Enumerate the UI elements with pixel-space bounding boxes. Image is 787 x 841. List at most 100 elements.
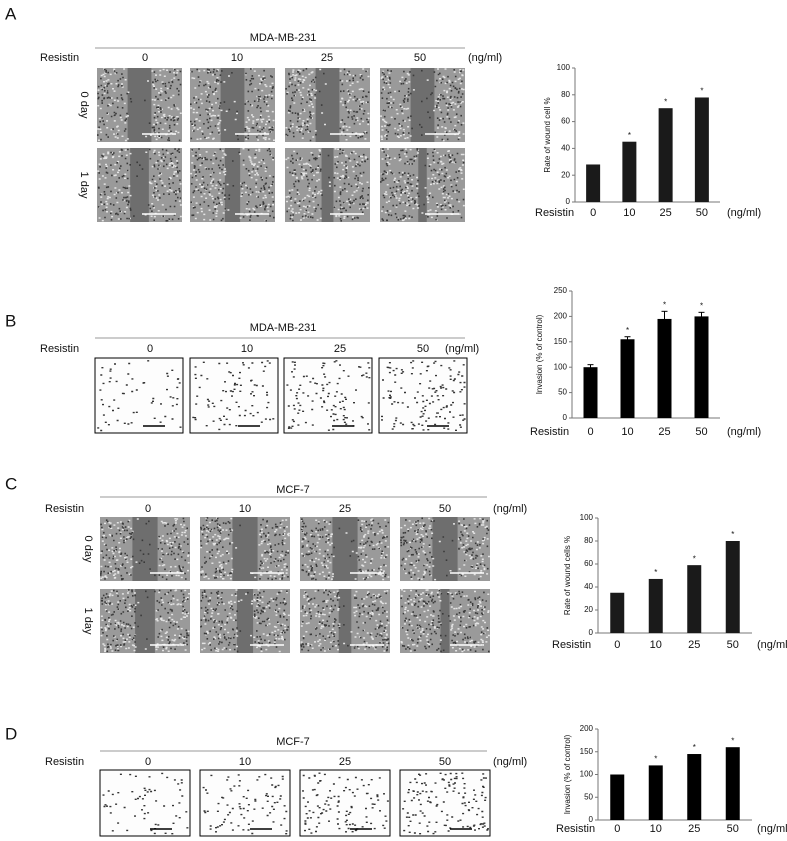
micrograph <box>189 357 279 434</box>
treatment-label: Resistin <box>40 343 79 355</box>
cell-texture <box>400 589 490 653</box>
y-tick-label: 50 <box>558 388 567 397</box>
bar <box>648 765 663 820</box>
dose-label: 10 <box>239 503 251 515</box>
y-axis-label: Rate of wound cell % <box>543 97 552 172</box>
dose-label: 10 <box>239 756 251 768</box>
y-tick-label: 0 <box>563 413 568 422</box>
x-axis-unit: (ng/ml) <box>757 639 787 651</box>
cells <box>302 772 389 834</box>
bar <box>610 774 625 820</box>
row-label: 1 day <box>82 608 94 635</box>
cell-texture <box>190 68 275 141</box>
significance: * <box>731 530 734 539</box>
bar <box>583 367 598 418</box>
cell-texture <box>285 68 370 141</box>
y-tick-label: 200 <box>554 312 568 321</box>
y-tick-label: 80 <box>584 536 593 545</box>
dose-label: 25 <box>339 756 351 768</box>
bar <box>586 164 601 202</box>
y-axis-label: Rate of wound cells % <box>563 536 572 615</box>
wound-gap <box>338 589 352 653</box>
panel-letter: B <box>5 311 16 330</box>
wound-gap <box>135 589 155 653</box>
significance: * <box>700 301 703 310</box>
row-label: 1 day <box>78 172 90 199</box>
x-tick-label: 0 <box>587 426 593 438</box>
wound-gap <box>440 589 450 653</box>
cell-texture <box>285 148 369 221</box>
x-axis-label: Resistin <box>535 207 574 219</box>
cell-texture <box>200 517 289 581</box>
x-tick-label: 50 <box>727 823 739 835</box>
y-tick-label: 100 <box>554 362 568 371</box>
y-tick-label: 150 <box>554 337 568 346</box>
y-tick-label: 80 <box>561 90 570 99</box>
micrograph <box>299 769 391 837</box>
treatment-label: Resistin <box>45 503 84 515</box>
wound-gap <box>130 148 149 222</box>
y-tick-label: 150 <box>580 747 594 756</box>
row-label: 0 day <box>82 536 94 563</box>
cell-texture <box>380 68 465 142</box>
dose-label: 50 <box>439 756 451 768</box>
cell-texture <box>300 518 390 581</box>
cell-texture <box>190 148 275 222</box>
x-tick-label: 25 <box>688 823 700 835</box>
y-tick-label: 60 <box>561 117 570 126</box>
cell-texture <box>97 149 182 222</box>
unit-label: (ng/ml) <box>445 343 479 355</box>
cell-texture <box>190 68 274 141</box>
treatment-label: Resistin <box>45 756 84 768</box>
cell-line: MCF-7 <box>276 484 310 496</box>
dose-label: 0 <box>142 52 148 64</box>
x-tick-label: 50 <box>727 639 739 651</box>
dose-label: 10 <box>231 52 243 64</box>
bar <box>694 316 709 418</box>
wound-gap <box>132 517 158 581</box>
significance: * <box>731 736 734 745</box>
cell-texture <box>400 517 490 581</box>
dose-label: 50 <box>414 52 426 64</box>
x-tick-label: 10 <box>621 426 633 438</box>
wound-gap <box>220 68 245 142</box>
y-tick-label: 50 <box>584 792 593 801</box>
treatment-label: Resistin <box>40 52 79 64</box>
significance: * <box>700 87 703 96</box>
panel-letter: A <box>5 4 17 23</box>
x-tick-label: 50 <box>695 426 707 438</box>
significance: * <box>664 97 667 106</box>
cell-texture <box>100 589 190 653</box>
significance: * <box>693 554 696 563</box>
dose-label: 10 <box>241 343 253 355</box>
significance: * <box>693 743 696 752</box>
x-tick-label: 25 <box>658 426 670 438</box>
y-tick-label: 100 <box>580 770 594 779</box>
cell-texture <box>100 589 190 653</box>
significance: * <box>654 755 657 764</box>
x-axis-unit: (ng/ml) <box>757 823 787 835</box>
y-tick-label: 0 <box>589 815 594 824</box>
y-tick-label: 20 <box>561 170 570 179</box>
significance: * <box>628 131 631 140</box>
cell-texture <box>97 68 182 142</box>
cell-texture <box>100 517 190 581</box>
x-tick-label: 50 <box>696 207 708 219</box>
x-axis-unit: (ng/ml) <box>727 207 761 219</box>
bar <box>620 339 635 418</box>
bar <box>725 541 740 633</box>
bar <box>657 318 672 418</box>
wound-gap <box>432 517 458 581</box>
dose-label: 50 <box>417 343 429 355</box>
y-tick-label: 0 <box>566 197 571 206</box>
micrograph <box>283 357 373 434</box>
bar <box>694 97 709 202</box>
wound-gap <box>410 68 435 142</box>
bar <box>687 565 702 633</box>
y-axis-label: Invasion (% of control) <box>563 734 572 814</box>
y-axis-label: Invasion (% of control) <box>535 314 544 394</box>
wound-gap <box>315 68 340 142</box>
dose-label: 0 <box>147 343 153 355</box>
